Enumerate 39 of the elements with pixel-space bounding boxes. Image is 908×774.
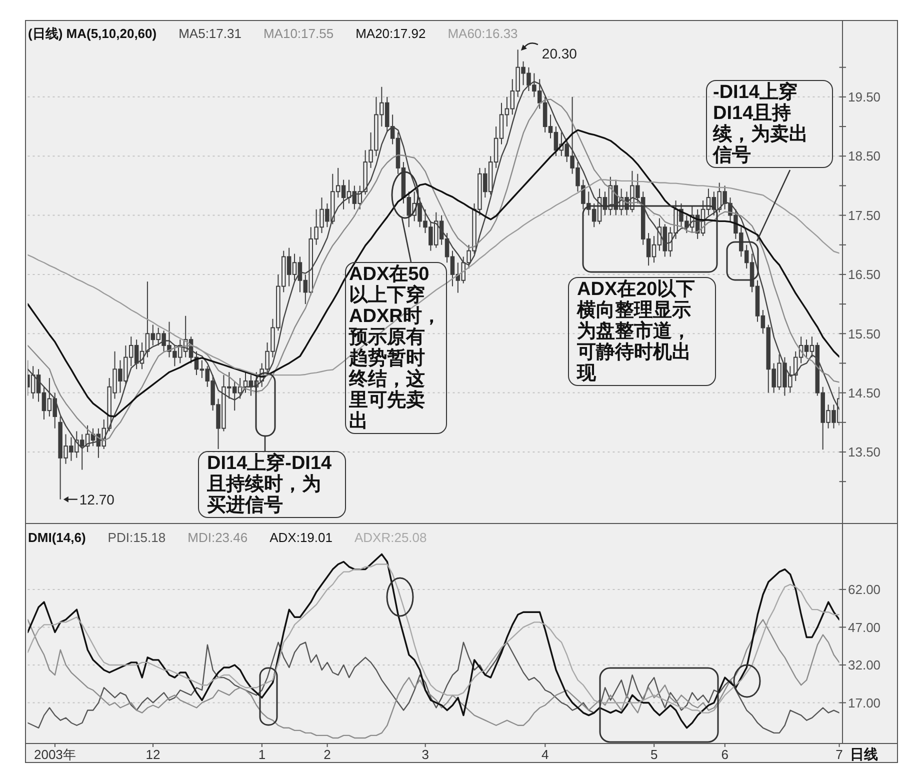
y-tick-label: 47.00: [848, 620, 881, 635]
x-tick-label: 1: [258, 747, 266, 762]
y-tick-label: 16.50: [848, 267, 881, 282]
text: DMI(14,6): [28, 530, 86, 545]
annotation: 20.30: [542, 46, 578, 62]
text: MA60:16.33: [448, 26, 518, 41]
x-tick-label: 6: [721, 747, 729, 762]
line-series: [28, 642, 840, 734]
annotation: ADX在50以上下穿ADXR时，预示原有趋势暂时终结，这里可先卖出: [345, 262, 447, 434]
annotation: 12.70: [79, 491, 115, 508]
text: PDI:15.18: [108, 530, 166, 545]
y-tick-label: 14.50: [848, 385, 881, 400]
x-tick-label: 7: [836, 747, 843, 762]
y-tick-label: 19.50: [848, 90, 881, 105]
x-tick-label: 2: [324, 747, 331, 762]
y-tick-label: 62.00: [848, 582, 881, 598]
annotation: ADX在20以下横向整理显示为盘整市道，可静待时机出现: [568, 277, 716, 386]
y-tick-label: 15.50: [848, 326, 881, 342]
text: 日线: [850, 745, 879, 764]
x-tick-label: 5: [650, 747, 658, 762]
line-series: [28, 619, 840, 739]
annotation: -DI14上穿DI14且持续，为卖出信号: [706, 80, 833, 168]
x-tick-label: 3: [422, 747, 429, 762]
series-label: ADXR:25.08: [354, 530, 427, 545]
y-tick-label: 17.00: [848, 695, 881, 710]
text: MA10:17.55: [263, 26, 334, 41]
y-tick-label: 13.50: [848, 444, 881, 460]
text: MDI:23.46: [188, 530, 248, 545]
annotation: DI14上穿-DI14且持续时，为买进信号: [198, 451, 346, 518]
y-tick-label: 17.50: [848, 208, 881, 223]
text: MA20:17.92: [356, 26, 426, 41]
series-label: ADX:19.01: [270, 530, 332, 545]
text: MA5:17.31: [178, 26, 242, 41]
text: (日线) MA(5,10,20,60): [28, 25, 157, 43]
y-tick-label: 18.50: [848, 148, 881, 164]
y-tick-label: 32.00: [848, 658, 881, 673]
x-tick-label: 2003年: [34, 747, 76, 762]
x-tick-label: 4: [542, 747, 549, 762]
x-tick-label: 12: [146, 747, 160, 762]
